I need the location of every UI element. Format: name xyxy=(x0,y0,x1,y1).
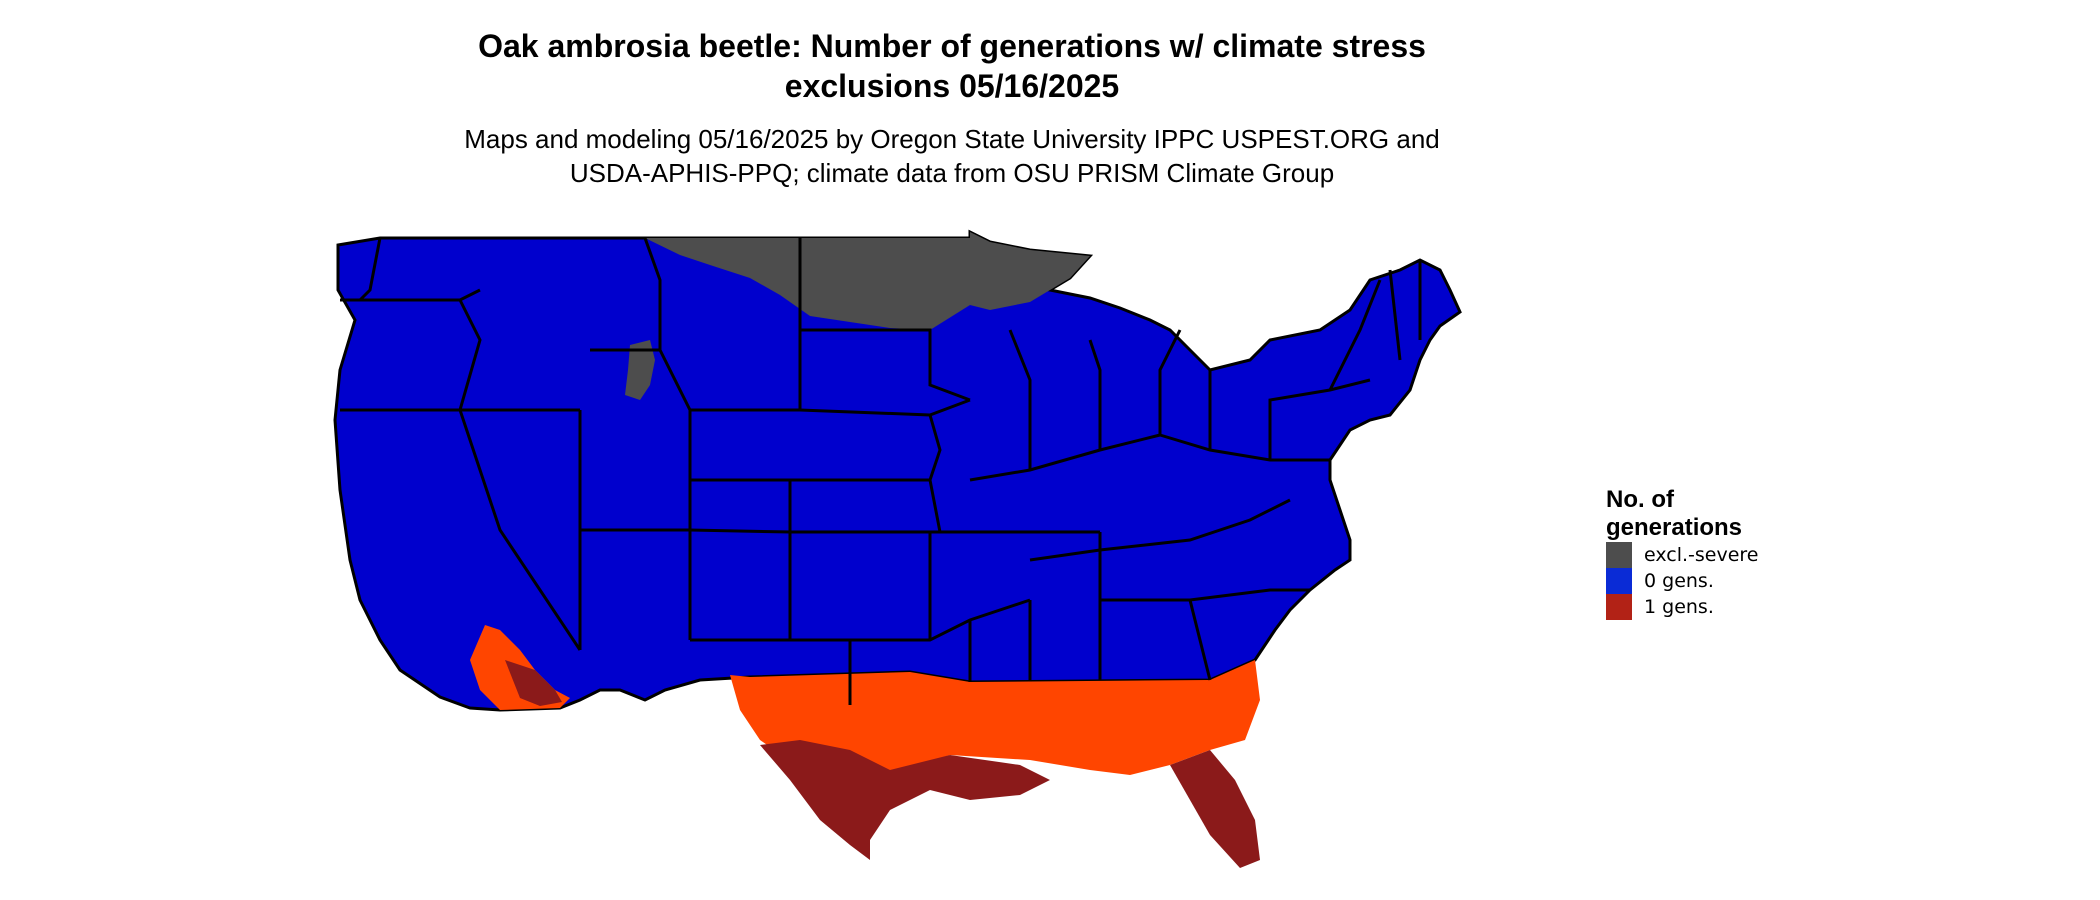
legend-swatch-excluded xyxy=(1606,542,1632,568)
legend-item-zero-gens: 0 gens. xyxy=(1606,568,1759,594)
legend-title-line2: generations xyxy=(1606,514,1743,541)
legend-item-excluded: excl.-severe xyxy=(1606,542,1759,568)
gulf-coast-one-generation-area xyxy=(730,660,1260,775)
map-subtitle: Maps and modeling 05/16/2025 by Oregon S… xyxy=(0,122,1904,190)
map-title: Oak ambrosia beetle: Number of generatio… xyxy=(0,26,1904,106)
florida-peninsula-one-generation-dark-area xyxy=(1170,750,1260,868)
north-dakota-minnesota-excluded-area xyxy=(645,232,1090,330)
legend-swatch-zero-gens xyxy=(1606,568,1632,594)
legend-label-one-gen: 1 gens. xyxy=(1644,596,1714,618)
wyoming-mountain-excluded-area xyxy=(625,340,655,400)
legend-title-line1: No. of xyxy=(1606,486,1674,513)
legend-label-zero-gens: 0 gens. xyxy=(1644,570,1714,592)
map-subtitle-line2: USDA-APHIS-PPQ; climate data from OSU PR… xyxy=(569,158,1335,188)
us-generations-map xyxy=(333,229,1462,868)
state-boundaries xyxy=(340,237,1422,705)
arizona-one-generation-dark-area xyxy=(505,660,562,706)
texas-louisiana-florida-one-generation-dark-area xyxy=(760,740,1050,860)
map-title-line1: Oak ambrosia beetle: Number of generatio… xyxy=(478,28,1426,64)
map-subtitle-line1: Maps and modeling 05/16/2025 by Oregon S… xyxy=(464,124,1440,154)
legend-item-one-gen: 1 gens. xyxy=(1606,594,1759,620)
legend: No. of generations excl.-severe 0 gens. … xyxy=(1606,486,1759,620)
legend-label-excluded: excl.-severe xyxy=(1644,544,1759,566)
legend-swatch-one-gen xyxy=(1606,594,1632,620)
legend-title: No. of generations xyxy=(1606,486,1759,542)
map-title-line2: exclusions 05/16/2025 xyxy=(784,68,1120,104)
